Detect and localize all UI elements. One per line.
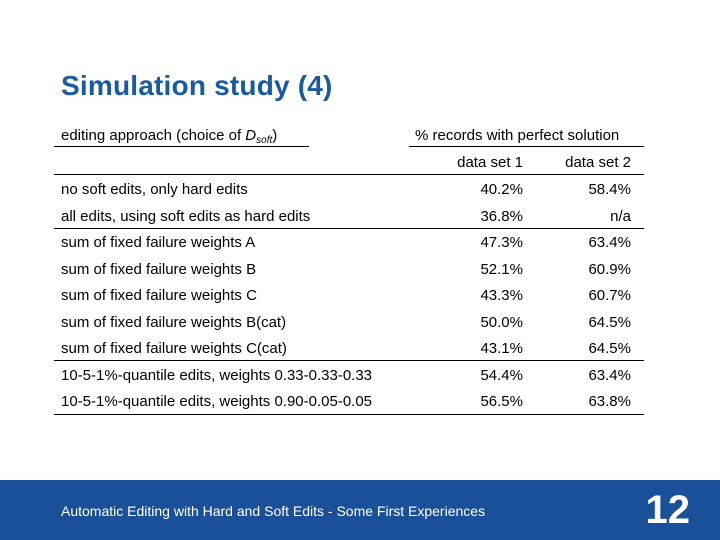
page-number: 12 <box>645 488 691 532</box>
section-rule-1 <box>54 228 644 229</box>
row-value-dataset2: n/a <box>610 207 631 225</box>
row-label: sum of fixed failure weights C <box>61 287 257 304</box>
table-row: sum of fixed failure weights B(cat) 50.0%… <box>61 314 631 340</box>
footer-bar: Automatic Editing with Hard and Soft Edi… <box>0 480 720 540</box>
table-row: sum of fixed failure weights A 47.3% 63.4% <box>61 234 631 260</box>
row-value-dataset1: 47.3% <box>480 234 523 251</box>
header-rule-left <box>54 146 309 147</box>
header-approach-var: D <box>245 127 257 144</box>
footer-title: Automatic Editing with Hard and Soft Edi… <box>61 503 486 519</box>
column-header-rule <box>54 174 644 175</box>
table-row: no soft edits, only hard edits 40.2% 58.4% <box>61 181 631 207</box>
row-value-dataset2: 58.4% <box>588 181 631 198</box>
row-label: sum of fixed failure weights B <box>61 260 257 278</box>
row-value-dataset1: 52.1% <box>480 260 523 278</box>
row-label: sum of fixed failure weights A <box>61 234 256 251</box>
table-row: sum of fixed failure weights C 43.3% 60.7% <box>61 287 631 313</box>
row-label: all edits, using soft edits as hard edit… <box>61 207 311 225</box>
table-row: 10-5-1%-quantile edits, weights 0.33-0.3… <box>61 367 631 393</box>
row-value-dataset1: 54.4% <box>480 366 523 384</box>
row-label: 10-5-1%-quantile edits, weights 0.90-0.0… <box>61 393 373 410</box>
section-rule-2 <box>54 360 644 361</box>
table-bottom-rule <box>54 414 644 415</box>
table-row: sum of fixed failure weights C(cat) 43.1%… <box>61 340 631 366</box>
row-value-dataset1: 43.1% <box>480 340 523 357</box>
row-value-dataset2: 63.4% <box>588 234 631 251</box>
table-header-records: % records with perfect solution <box>415 127 620 144</box>
col-header-dataset1: data set 1 <box>457 154 523 171</box>
col-header-dataset2: data set 2 <box>565 154 631 171</box>
header-approach-prefix: editing approach (choice of <box>61 127 246 144</box>
row-value-dataset2: 63.8% <box>588 393 631 410</box>
row-value-dataset2: 64.5% <box>588 340 631 357</box>
row-label: 10-5-1%-quantile edits, weights 0.33-0.3… <box>61 366 373 384</box>
header-approach-suffix: ) <box>272 127 278 144</box>
row-label: no soft edits, only hard edits <box>61 181 248 198</box>
table-row: 10-5-1%-quantile edits, weights 0.90-0.0… <box>61 393 631 419</box>
row-value-dataset1: 50.0% <box>480 313 523 331</box>
row-value-dataset2: 64.5% <box>588 313 631 331</box>
row-value-dataset2: 60.9% <box>588 260 631 278</box>
row-value-dataset1: 43.3% <box>480 287 523 304</box>
table-row: all edits, using soft edits as hard edit… <box>61 208 631 234</box>
row-label: sum of fixed failure weights B(cat) <box>61 313 287 331</box>
table-header-approach: editing approach (choice of Dsoft) <box>61 127 277 146</box>
header-approach-sub: soft <box>256 135 273 146</box>
header-rule-right <box>409 146 644 147</box>
row-value-dataset2: 60.7% <box>588 287 631 304</box>
row-label: sum of fixed failure weights C(cat) <box>61 340 287 357</box>
slide-title: Simulation study (4) <box>61 70 333 101</box>
row-value-dataset2: 63.4% <box>588 366 631 384</box>
row-value-dataset1: 36.8% <box>480 207 523 225</box>
row-value-dataset1: 56.5% <box>480 393 523 410</box>
table-row: sum of fixed failure weights B 52.1% 60.9% <box>61 261 631 287</box>
row-value-dataset1: 40.2% <box>480 181 523 198</box>
